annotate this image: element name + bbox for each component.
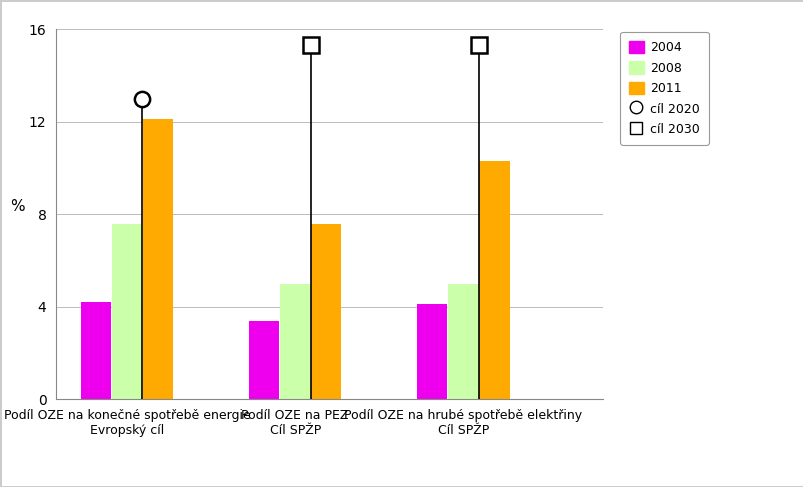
- Bar: [143, 119, 173, 399]
- Bar: [448, 283, 478, 399]
- Bar: [279, 283, 310, 399]
- Bar: [249, 321, 279, 399]
- Bar: [479, 161, 509, 399]
- Bar: [311, 224, 341, 399]
- Legend: 2004, 2008, 2011, cíl 2020, cíl 2030: 2004, 2008, 2011, cíl 2020, cíl 2030: [619, 32, 707, 145]
- Y-axis label: %: %: [10, 199, 25, 214]
- Bar: [80, 302, 111, 399]
- Bar: [112, 224, 142, 399]
- Bar: [417, 304, 446, 399]
